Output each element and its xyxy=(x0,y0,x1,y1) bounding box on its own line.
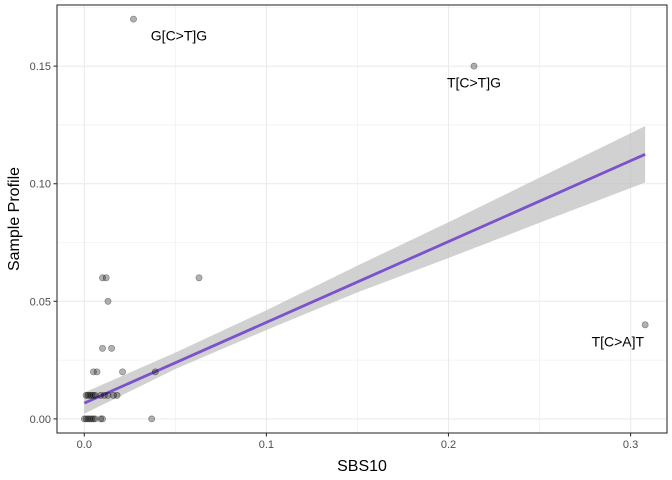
data-point xyxy=(99,415,106,423)
data-point xyxy=(99,274,106,282)
fit-line-layer xyxy=(83,153,646,405)
data-point xyxy=(97,415,105,423)
data-point xyxy=(84,391,92,399)
data-point xyxy=(90,391,97,399)
panel-border xyxy=(56,4,668,434)
y-tick-label: 0.00 xyxy=(30,414,51,426)
data-point xyxy=(104,391,112,399)
data-point xyxy=(113,391,121,399)
points-layer xyxy=(80,15,649,423)
y-tick-label: 0.05 xyxy=(30,296,51,308)
y-tick-label: 0.15 xyxy=(30,61,51,73)
x-tick-label: 0.2 xyxy=(441,439,456,451)
point-annotation: G[C>T]G xyxy=(151,28,207,44)
annotations-layer: G[C>T]G T[C>T]G T[C>A]T xyxy=(151,28,645,350)
data-point xyxy=(99,344,106,352)
data-point xyxy=(110,391,117,399)
data-point xyxy=(82,415,90,423)
data-point xyxy=(100,391,108,399)
data-point xyxy=(108,344,116,352)
data-point xyxy=(148,415,156,423)
data-point xyxy=(88,415,95,423)
x-axis: 0.0 0.1 0.2 0.3 xyxy=(77,433,638,451)
data-point xyxy=(470,62,478,70)
y-axis-title: Sample Profile xyxy=(6,167,23,271)
regression-line xyxy=(83,153,646,405)
data-point xyxy=(90,368,97,376)
confidence-band-layer xyxy=(84,126,646,414)
data-point xyxy=(104,297,112,305)
data-point xyxy=(84,415,92,423)
x-axis-title: SBS10 xyxy=(337,458,387,475)
data-point xyxy=(82,391,90,399)
y-axis: 0.00 0.05 0.10 0.15 xyxy=(30,61,57,426)
data-point xyxy=(641,321,649,329)
x-tick-label: 0.1 xyxy=(259,439,274,451)
point-annotation: T[C>A]T xyxy=(592,333,645,349)
y-tick-label: 0.10 xyxy=(30,179,51,191)
x-tick-label: 0.0 xyxy=(77,439,92,451)
data-point xyxy=(195,274,203,282)
data-point xyxy=(86,391,94,399)
data-point xyxy=(93,368,101,376)
data-point xyxy=(90,415,97,423)
x-tick-label: 0.3 xyxy=(623,439,638,451)
data-point xyxy=(119,368,126,376)
data-point xyxy=(91,415,99,423)
data-point xyxy=(88,391,95,399)
data-point xyxy=(80,415,88,423)
data-point xyxy=(151,368,159,376)
confidence-band xyxy=(84,126,646,414)
point-annotation: T[C>T]G xyxy=(447,75,501,91)
data-point xyxy=(130,15,137,23)
data-point xyxy=(97,391,105,399)
data-point xyxy=(86,415,94,423)
data-point xyxy=(91,391,99,399)
data-point xyxy=(102,274,110,282)
